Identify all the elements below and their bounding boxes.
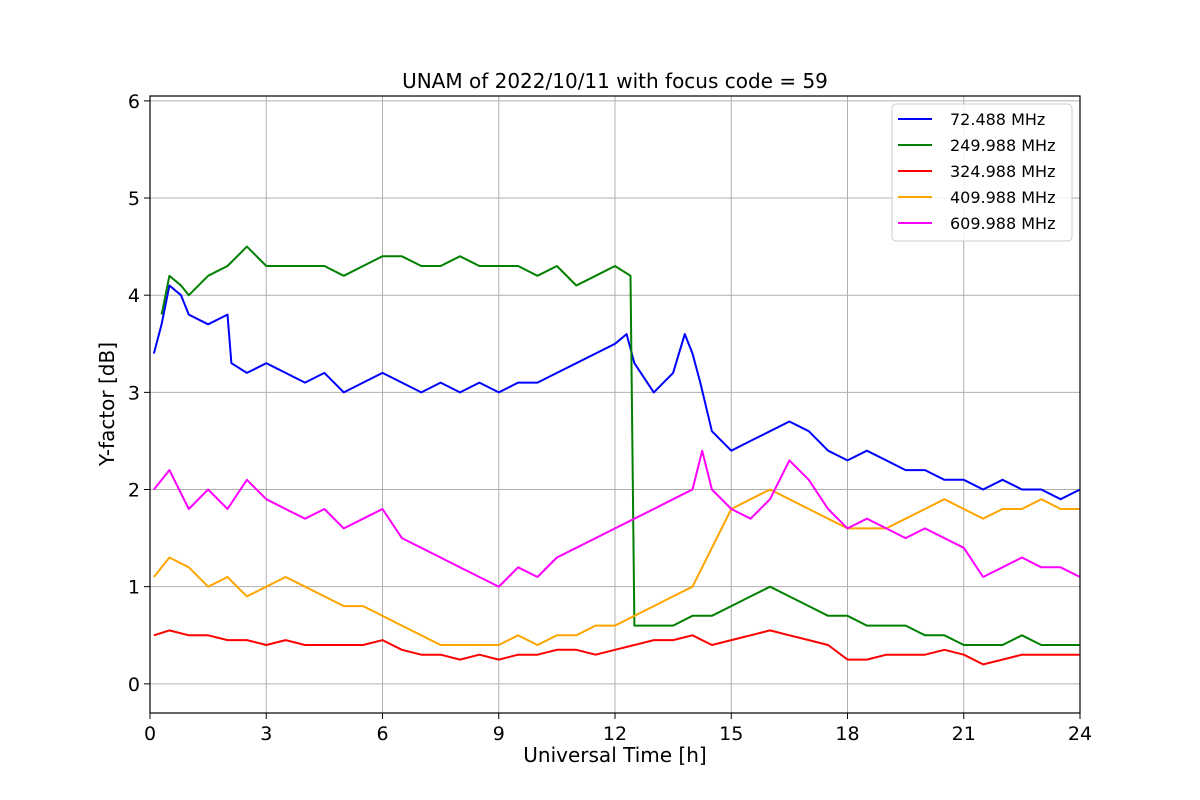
- series-line-72-488-mhz: [152, 284, 1080, 501]
- x-tick-label: 24: [1068, 723, 1092, 745]
- series-line-409-988-mhz: [153, 488, 1080, 646]
- y-tick-label: 2: [128, 480, 140, 502]
- series-group: [152, 245, 1080, 666]
- legend: 72.488 MHz 249.988 MHz 324.988 MHz 409.988 …: [891, 103, 1073, 242]
- y-axis-label: Y-factor [dB]: [95, 342, 119, 467]
- chart-title: UNAM of 2022/10/11 with focus code = 59: [402, 69, 828, 93]
- legend-label: 324.988 MHz: [950, 162, 1055, 181]
- x-tick-label: 12: [603, 723, 627, 745]
- series-line-609-988-mhz: [153, 449, 1080, 588]
- y-tick-label: 1: [128, 577, 140, 599]
- y-tick-label: 0: [128, 674, 140, 696]
- y-tick-label: 6: [128, 91, 140, 113]
- legend-box: [891, 103, 1073, 242]
- x-tick-label: 6: [376, 723, 388, 745]
- x-tick-label: 15: [719, 723, 743, 745]
- y-tick-label: 5: [128, 188, 140, 210]
- x-tick-label: 9: [493, 723, 505, 745]
- y-tick-label: 4: [128, 285, 140, 307]
- x-tick-label: 18: [835, 723, 859, 745]
- x-axis-label: Universal Time [h]: [523, 743, 706, 767]
- legend-label: 249.988 MHz: [950, 136, 1055, 155]
- legend-label: 409.988 MHz: [950, 188, 1055, 207]
- series-line-249-988-mhz: [160, 245, 1080, 646]
- x-tick-label: 0: [144, 723, 156, 745]
- x-tick-label: 3: [260, 723, 272, 745]
- legend-label: 72.488 MHz: [950, 110, 1045, 129]
- series-line-324-988-mhz: [153, 629, 1080, 666]
- legend-label: 609.988 MHz: [950, 214, 1055, 233]
- x-tick-label: 21: [952, 723, 976, 745]
- y-tick-label: 3: [128, 382, 140, 404]
